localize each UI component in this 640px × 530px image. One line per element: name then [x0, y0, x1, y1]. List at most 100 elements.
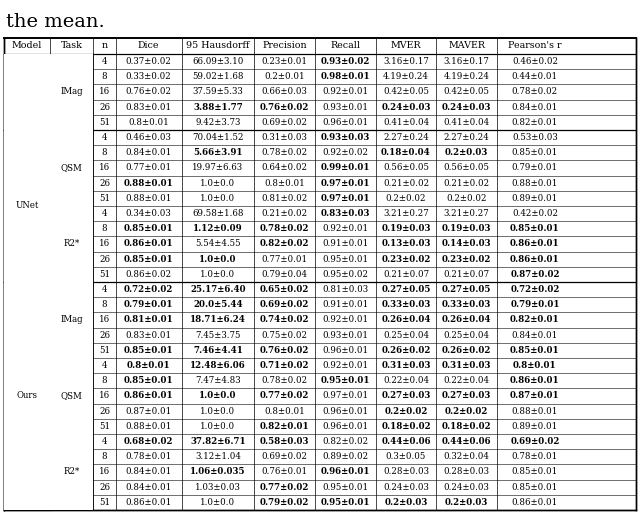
Text: 26: 26 — [99, 483, 110, 492]
Text: Task: Task — [61, 41, 83, 50]
Text: 4: 4 — [102, 133, 108, 142]
Text: 0.33±0.03: 0.33±0.03 — [442, 301, 492, 310]
Text: 0.66±0.03: 0.66±0.03 — [262, 87, 308, 96]
Text: 0.93±0.02: 0.93±0.02 — [321, 57, 370, 66]
Text: 16: 16 — [99, 240, 110, 249]
Text: 1.0±0.0: 1.0±0.0 — [200, 407, 236, 416]
Text: 0.89±0.02: 0.89±0.02 — [322, 452, 369, 461]
Text: 0.2±0.03: 0.2±0.03 — [384, 498, 428, 507]
Text: 1.03±0.03: 1.03±0.03 — [195, 483, 241, 492]
Text: 0.33±0.02: 0.33±0.02 — [126, 72, 172, 81]
Bar — [50, 434, 93, 510]
Text: 37.82±6.71: 37.82±6.71 — [190, 437, 246, 446]
Text: MAVER: MAVER — [448, 41, 485, 50]
Text: 0.8±0.01: 0.8±0.01 — [264, 179, 305, 188]
Text: 0.84±0.01: 0.84±0.01 — [125, 483, 172, 492]
Text: 0.85±0.01: 0.85±0.01 — [124, 346, 173, 355]
Text: 0.76±0.02: 0.76±0.02 — [125, 87, 172, 96]
Text: 3.21±0.27: 3.21±0.27 — [383, 209, 429, 218]
Text: R2*: R2* — [63, 240, 80, 249]
Text: 0.93±0.01: 0.93±0.01 — [323, 331, 368, 340]
Text: 0.86±0.01: 0.86±0.01 — [125, 498, 172, 507]
Text: 8: 8 — [102, 452, 108, 461]
Text: 9.42±3.73: 9.42±3.73 — [195, 118, 241, 127]
Text: 0.84±0.01: 0.84±0.01 — [125, 148, 172, 157]
Text: 0.26±0.02: 0.26±0.02 — [381, 346, 431, 355]
Bar — [50, 206, 93, 282]
Text: 0.77±0.02: 0.77±0.02 — [260, 483, 309, 492]
Text: 0.81±0.03: 0.81±0.03 — [322, 285, 369, 294]
Text: 8: 8 — [102, 301, 108, 310]
Text: 0.86±0.01: 0.86±0.01 — [124, 392, 173, 401]
Text: 0.89±0.01: 0.89±0.01 — [512, 194, 558, 203]
Text: 0.2±0.03: 0.2±0.03 — [445, 148, 488, 157]
Text: 0.32±0.04: 0.32±0.04 — [444, 452, 490, 461]
Text: 1.0±0.0: 1.0±0.0 — [200, 270, 236, 279]
Text: 0.82±0.01: 0.82±0.01 — [512, 118, 558, 127]
Text: n: n — [101, 41, 108, 50]
Text: 0.96±0.01: 0.96±0.01 — [322, 422, 369, 431]
Text: 3.21±0.27: 3.21±0.27 — [444, 209, 490, 218]
Text: 51: 51 — [99, 194, 110, 203]
Text: 0.95±0.01: 0.95±0.01 — [322, 483, 369, 492]
Text: 0.85±0.01: 0.85±0.01 — [510, 346, 560, 355]
Bar — [50, 130, 93, 206]
Text: 0.78±0.02: 0.78±0.02 — [512, 87, 558, 96]
Text: 0.24±0.03: 0.24±0.03 — [442, 103, 492, 112]
Text: QSM: QSM — [61, 163, 83, 172]
Text: 0.85±0.01: 0.85±0.01 — [510, 224, 560, 233]
Text: 4: 4 — [102, 57, 108, 66]
Text: 0.2±0.01: 0.2±0.01 — [264, 72, 305, 81]
Bar — [50, 358, 93, 434]
Text: 0.92±0.01: 0.92±0.01 — [322, 87, 369, 96]
Text: 1.0±0.0: 1.0±0.0 — [200, 179, 236, 188]
Text: Model: Model — [12, 41, 42, 50]
Text: UNet: UNet — [15, 133, 39, 142]
Text: 0.8±0.01: 0.8±0.01 — [513, 361, 557, 370]
Text: 0.68±0.02: 0.68±0.02 — [124, 437, 173, 446]
Text: 0.3±0.05: 0.3±0.05 — [386, 452, 426, 461]
Text: 0.46±0.03: 0.46±0.03 — [126, 133, 172, 142]
Text: 0.24±0.03: 0.24±0.03 — [381, 103, 431, 112]
Text: 4: 4 — [102, 209, 108, 218]
Text: 20.0±5.44: 20.0±5.44 — [193, 301, 243, 310]
Text: 0.19±0.03: 0.19±0.03 — [381, 224, 431, 233]
Text: 16: 16 — [99, 467, 110, 476]
Text: 2.27±0.24: 2.27±0.24 — [444, 133, 490, 142]
Text: 0.77±0.01: 0.77±0.01 — [125, 163, 172, 172]
Bar — [4, 54, 50, 130]
Text: 0.8±0.01: 0.8±0.01 — [129, 118, 169, 127]
Text: 0.86±0.01: 0.86±0.01 — [510, 240, 560, 249]
Text: IMag: IMag — [60, 87, 83, 96]
Text: 0.44±0.06: 0.44±0.06 — [381, 437, 431, 446]
Text: 0.77±0.02: 0.77±0.02 — [260, 392, 309, 401]
Text: 0.96±0.01: 0.96±0.01 — [322, 118, 369, 127]
Text: 0.87±0.01: 0.87±0.01 — [125, 407, 172, 416]
Text: 0.23±0.01: 0.23±0.01 — [262, 57, 308, 66]
Text: 16: 16 — [99, 87, 110, 96]
Text: 0.87±0.01: 0.87±0.01 — [510, 392, 560, 401]
Text: 0.69±0.02: 0.69±0.02 — [262, 452, 308, 461]
Text: Dice: Dice — [138, 41, 159, 50]
Text: 0.76±0.02: 0.76±0.02 — [260, 103, 309, 112]
Text: 0.95±0.01: 0.95±0.01 — [321, 376, 370, 385]
Text: 0.79±0.01: 0.79±0.01 — [124, 301, 173, 310]
Text: 0.18±0.02: 0.18±0.02 — [381, 422, 431, 431]
Text: 0.93±0.01: 0.93±0.01 — [323, 103, 368, 112]
Text: 0.78±0.01: 0.78±0.01 — [125, 452, 172, 461]
Text: 0.77±0.01: 0.77±0.01 — [262, 255, 308, 264]
Text: 0.93±0.03: 0.93±0.03 — [321, 133, 370, 142]
Text: 0.85±0.01: 0.85±0.01 — [124, 376, 173, 385]
Text: 0.31±0.03: 0.31±0.03 — [381, 361, 431, 370]
Text: 0.88±0.01: 0.88±0.01 — [512, 407, 558, 416]
Text: 0.44±0.06: 0.44±0.06 — [442, 437, 492, 446]
Text: 0.44±0.01: 0.44±0.01 — [512, 72, 558, 81]
Bar — [50, 282, 93, 358]
Text: 0.22±0.04: 0.22±0.04 — [444, 376, 490, 385]
Text: 8: 8 — [102, 224, 108, 233]
Text: 0.82±0.02: 0.82±0.02 — [322, 437, 369, 446]
Text: 59.02±1.68: 59.02±1.68 — [192, 72, 244, 81]
Text: R2*: R2* — [63, 437, 80, 446]
Text: 0.83±0.03: 0.83±0.03 — [321, 209, 370, 218]
Text: 0.31±0.03: 0.31±0.03 — [262, 133, 308, 142]
